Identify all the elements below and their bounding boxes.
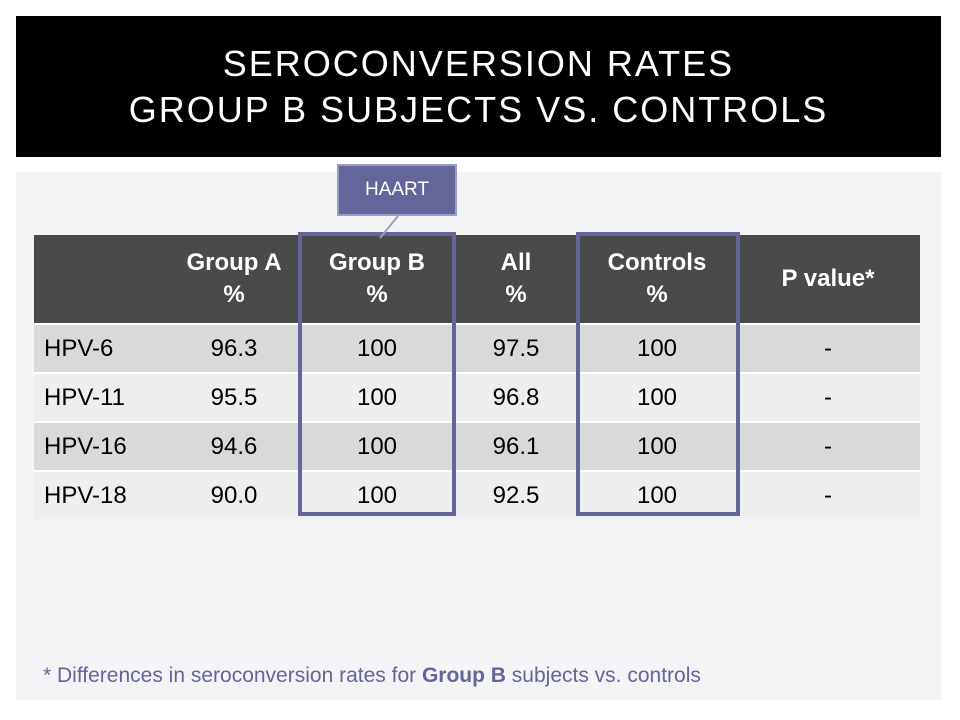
cell-group-b: 100 <box>300 422 454 471</box>
cell-group-b: 100 <box>300 373 454 422</box>
title-line-2: GROUP B SUBJECTS VS. CONTROLS <box>128 88 829 130</box>
header-group-a: Group A% <box>168 235 300 324</box>
row-label: HPV-16 <box>34 422 168 471</box>
cell-group-b: 100 <box>300 324 454 373</box>
cell-group-a: 94.6 <box>168 422 300 471</box>
header-p-value: P value* <box>736 235 920 324</box>
cell-all: 96.8 <box>454 373 578 422</box>
title-bar: SEROCONVERSION RATES GROUP B SUBJECTS VS… <box>16 16 941 157</box>
haart-callout: HAART <box>337 164 457 216</box>
table-row: HPV-11 95.5 100 96.8 100 - <box>34 373 920 422</box>
cell-p-value: - <box>736 324 920 373</box>
cell-controls: 100 <box>578 471 736 519</box>
cell-p-value: - <box>736 373 920 422</box>
cell-all: 97.5 <box>454 324 578 373</box>
header-controls: Controls% <box>578 235 736 324</box>
cell-all: 96.1 <box>454 422 578 471</box>
cell-p-value: - <box>736 422 920 471</box>
cell-p-value: - <box>736 471 920 519</box>
cell-all: 92.5 <box>454 471 578 519</box>
table-row: HPV-18 90.0 100 92.5 100 - <box>34 471 920 519</box>
footnote: * Differences in seroconversion rates fo… <box>43 664 701 688</box>
title-line-1: SEROCONVERSION RATES <box>222 42 735 84</box>
cell-group-a: 96.3 <box>168 324 300 373</box>
header-cell-blank <box>34 235 168 324</box>
row-label: HPV-11 <box>34 373 168 422</box>
cell-group-a: 95.5 <box>168 373 300 422</box>
header-group-b: Group B% <box>300 235 454 324</box>
row-label: HPV-18 <box>34 471 168 519</box>
table-row: HPV-16 94.6 100 96.1 100 - <box>34 422 920 471</box>
seroconversion-table: Group A% Group B% All% Controls% P value… <box>34 235 920 519</box>
header-all: All% <box>454 235 578 324</box>
footnote-bold: Group B <box>421 664 506 687</box>
cell-controls: 100 <box>578 422 736 471</box>
table-row: HPV-6 96.3 100 97.5 100 - <box>34 324 920 373</box>
table-header-row: Group A% Group B% All% Controls% P value… <box>34 235 920 324</box>
footnote-suffix: subjects vs. controls <box>505 664 701 687</box>
footnote-prefix: * Differences in seroconversion rates fo… <box>43 664 422 687</box>
cell-group-b: 100 <box>300 471 454 519</box>
cell-group-a: 90.0 <box>168 471 300 519</box>
row-label: HPV-6 <box>34 324 168 373</box>
cell-controls: 100 <box>578 373 736 422</box>
cell-controls: 100 <box>578 324 736 373</box>
